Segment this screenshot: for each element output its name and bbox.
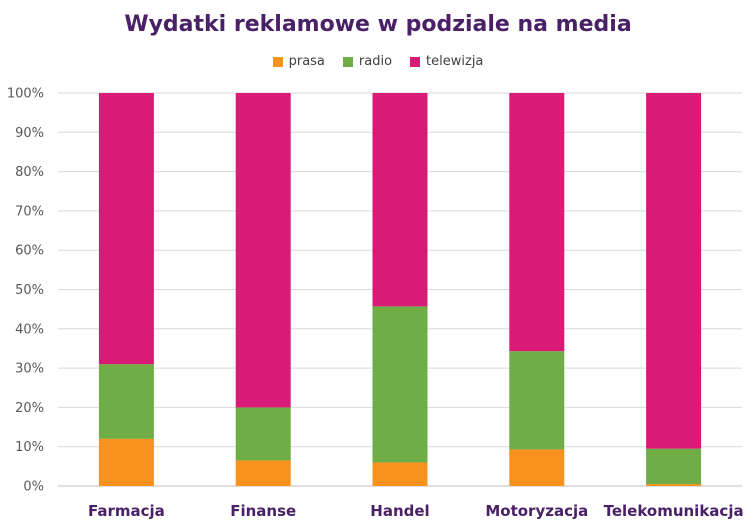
bar-radio-telekomunikacja	[646, 448, 702, 485]
legend-label-radio: radio	[358, 54, 393, 69]
bar-radio-farmacja	[98, 364, 154, 439]
x-tick-label: Handel	[370, 502, 429, 520]
y-tick-label: 30%	[15, 362, 44, 377]
y-tick-label: 0%	[23, 480, 44, 495]
bar-radio-handel	[372, 306, 428, 463]
legend-swatch-radio	[342, 56, 353, 67]
bar-radio-finanse	[235, 407, 291, 461]
y-tick-label: 100%	[7, 87, 44, 102]
legend-item-telewizja: telewizja	[410, 54, 483, 69]
chart-title: Wydatki reklamowe w podziale na media	[124, 12, 632, 37]
bar-telewizja-telekomunikacja	[646, 93, 702, 449]
legend-item-radio: radio	[342, 54, 393, 69]
legend-label-prasa: prasa	[288, 54, 325, 69]
y-tick-label: 80%	[15, 165, 44, 180]
x-tick-label: Motoryzacja	[485, 502, 588, 520]
legend-swatch-telewizja	[410, 56, 421, 67]
bar-telewizja-farmacja	[98, 93, 154, 365]
legend-label-telewizja: telewizja	[426, 54, 484, 69]
bar-telewizja-motoryzacja	[509, 93, 565, 352]
y-tick-label: 60%	[15, 244, 44, 259]
bar-prasa-handel	[372, 462, 428, 486]
bar-telewizja-finanse	[235, 93, 291, 408]
y-tick-label: 20%	[15, 401, 44, 416]
bar-radio-motoryzacja	[509, 351, 565, 450]
x-tick-label: Telekomunikacja	[604, 502, 744, 520]
bar-prasa-motoryzacja	[509, 449, 565, 486]
x-tick-label: Finanse	[230, 502, 296, 520]
bar-prasa-telekomunikacja	[646, 484, 702, 486]
bar-telewizja-handel	[372, 93, 428, 307]
y-tick-label: 50%	[15, 283, 44, 298]
y-tick-label: 10%	[15, 440, 44, 455]
y-tick-label: 90%	[15, 126, 44, 141]
y-tick-label: 70%	[15, 204, 44, 219]
bar-prasa-farmacja	[98, 438, 154, 486]
legend-swatch-prasa	[272, 56, 283, 67]
y-tick-label: 40%	[15, 322, 44, 337]
bar-prasa-finanse	[235, 460, 291, 486]
x-tick-label: Farmacja	[88, 502, 165, 520]
legend-item-prasa: prasa	[272, 54, 325, 69]
legend: prasa radio telewizja	[0, 54, 756, 69]
